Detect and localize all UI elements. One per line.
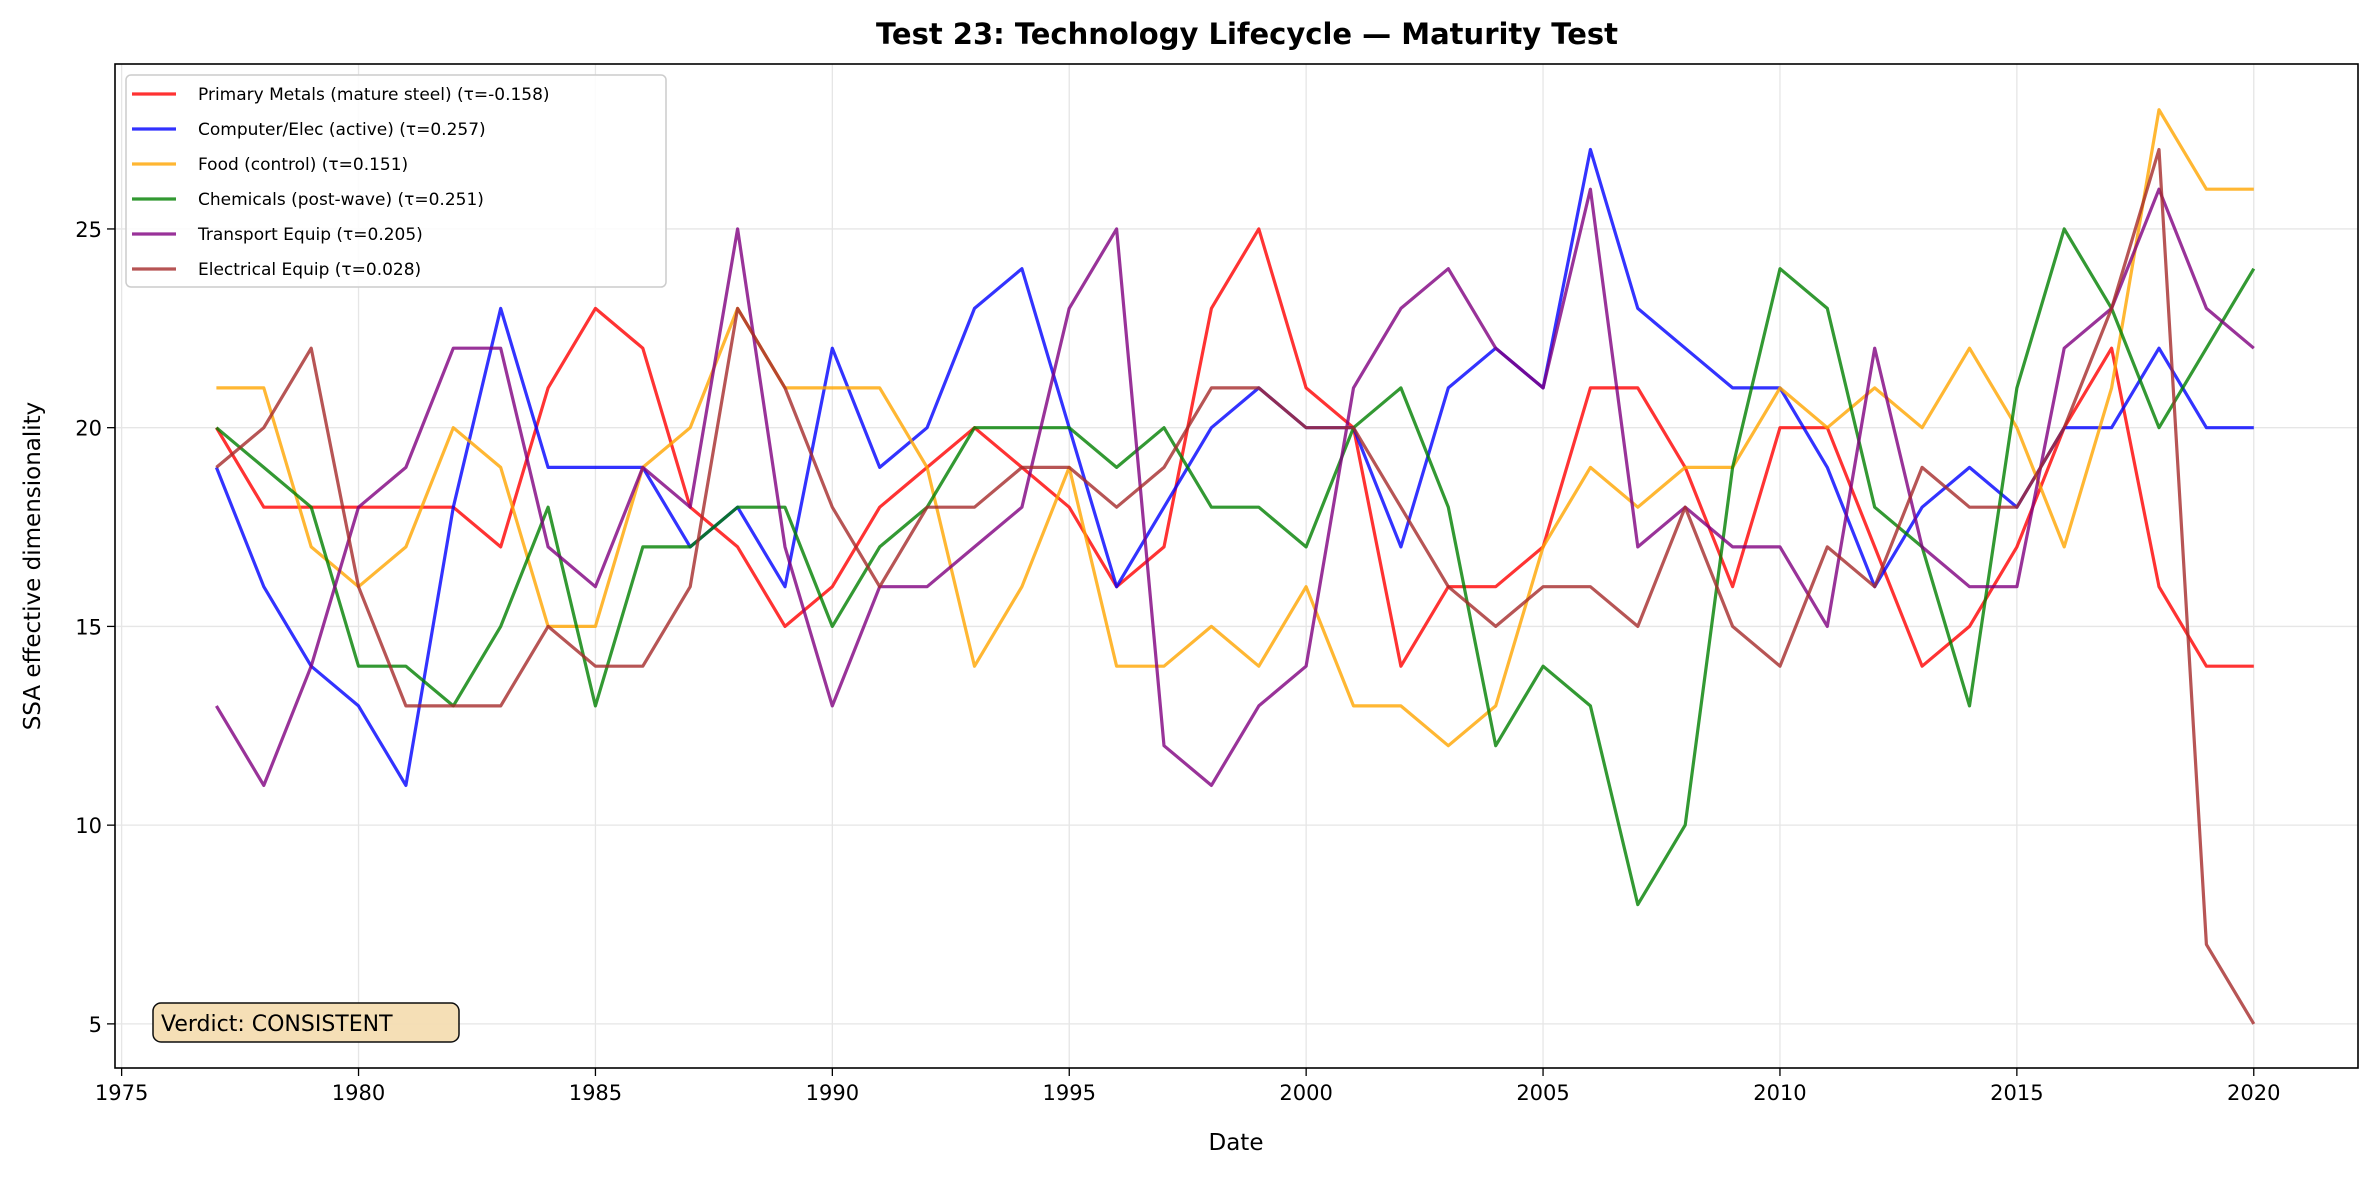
x-axis-label: Date — [1209, 1130, 1264, 1156]
x-tick-label: 1985 — [569, 1081, 622, 1105]
x-tick-label: 2010 — [1753, 1081, 1806, 1105]
y-tick-label: 25 — [75, 218, 102, 242]
verdict-text: Verdict: CONSISTENT — [161, 1012, 393, 1037]
legend-label: Transport Equip (τ=0.205) — [197, 225, 423, 245]
y-tick-label: 10 — [75, 814, 102, 838]
x-tick-label: 1980 — [332, 1081, 385, 1105]
y-axis-label: SSA effective dimensionality — [20, 402, 46, 731]
series-line-0 — [215, 227, 2254, 668]
y-tick-label: 15 — [75, 615, 102, 639]
legend-label: Chemicals (post-wave) (τ=0.251) — [198, 190, 484, 210]
grid — [115, 64, 2358, 1068]
plot-frame — [114, 63, 2359, 1069]
verdict-annotation: Verdict: CONSISTENT — [152, 1002, 460, 1043]
x-tick-label: 1995 — [1043, 1081, 1096, 1105]
series-lines — [214, 108, 2256, 1025]
x-tick-label: 2000 — [1279, 1081, 1332, 1105]
x-tick-label: 2005 — [1516, 1081, 1569, 1105]
x-tick-label: 1990 — [806, 1081, 859, 1105]
series-line-5 — [215, 147, 2256, 1025]
legend-label: Primary Metals (mature steel) (τ=-0.158) — [198, 85, 550, 105]
series-line-2 — [216, 108, 2254, 748]
verdict-box — [152, 1002, 460, 1043]
x-tick-label: 2015 — [1990, 1081, 2043, 1105]
axis-ticks: 1975 1980 1985 1990 1995 2000 2005 2010 2015 2020… — [75, 218, 2280, 1105]
legend-label: Electrical Equip (τ=0.028) — [198, 260, 421, 280]
series-line-3 — [215, 227, 2256, 907]
legend: Primary Metals (mature steel) (τ=-0.158)… — [125, 74, 667, 288]
legend-label: Food (control) (τ=0.151) — [198, 155, 408, 175]
y-tick-label: 20 — [75, 417, 102, 441]
x-tick-label: 2020 — [2227, 1081, 2280, 1105]
y-tick-label: 5 — [89, 1013, 102, 1037]
chart-title: Test 23: Technology Lifecycle — Maturity… — [876, 17, 1618, 51]
series-line-4 — [215, 187, 2255, 788]
x-tick-label: 1975 — [95, 1081, 148, 1105]
legend-label: Computer/Elec (active) (τ=0.257) — [198, 120, 486, 140]
legend-frame — [125, 74, 667, 288]
